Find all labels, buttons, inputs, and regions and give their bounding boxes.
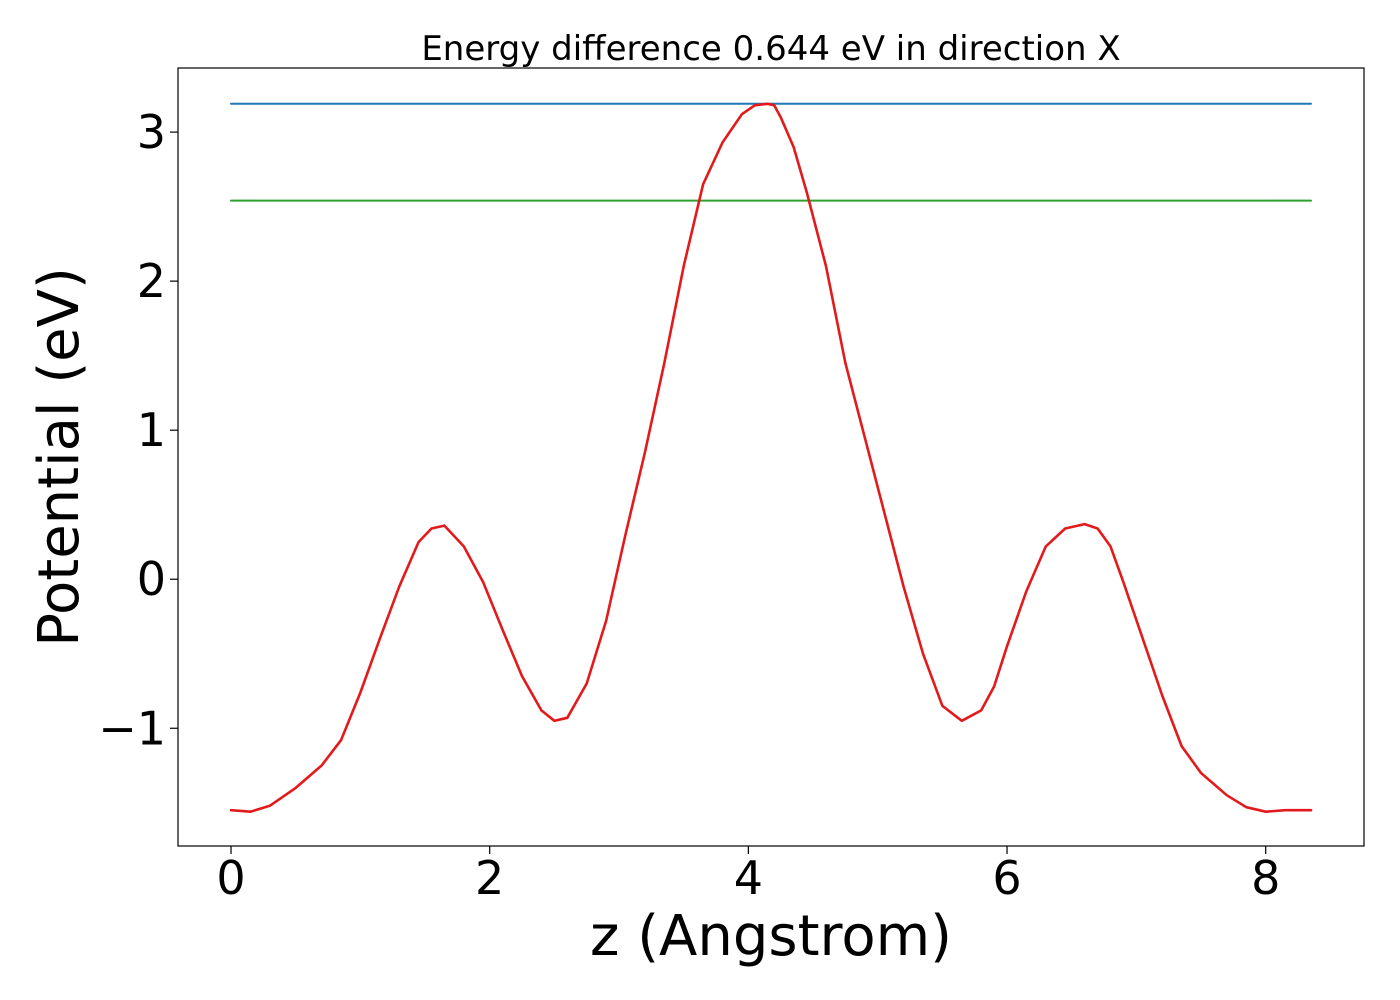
x-tick-label: 2 (475, 851, 504, 905)
y-tick-label: −1 (98, 701, 166, 755)
y-axis-label: Potential (eV) (27, 267, 92, 647)
x-tick-label: 8 (1251, 851, 1280, 905)
plot-lines (229, 102, 1313, 814)
y-tick-label: 3 (137, 105, 166, 159)
y-tick-label: 0 (137, 552, 166, 606)
potential-curve (229, 102, 1313, 814)
y-tick-label: 1 (137, 403, 166, 457)
x-tick-label: 0 (216, 851, 245, 905)
plot-frame (177, 67, 1365, 847)
y-tick-label: 2 (137, 254, 166, 308)
x-tick-label: 6 (992, 851, 1021, 905)
y-axis-ticks: −1 0 1 2 3 (98, 105, 178, 755)
x-axis-ticks: 0 2 4 6 8 (216, 846, 1280, 905)
x-axis-label: z (Angstrom) (590, 904, 952, 969)
x-tick-label: 4 (734, 851, 763, 905)
chart-title: Energy difference 0.644 eV in direction … (421, 29, 1120, 69)
